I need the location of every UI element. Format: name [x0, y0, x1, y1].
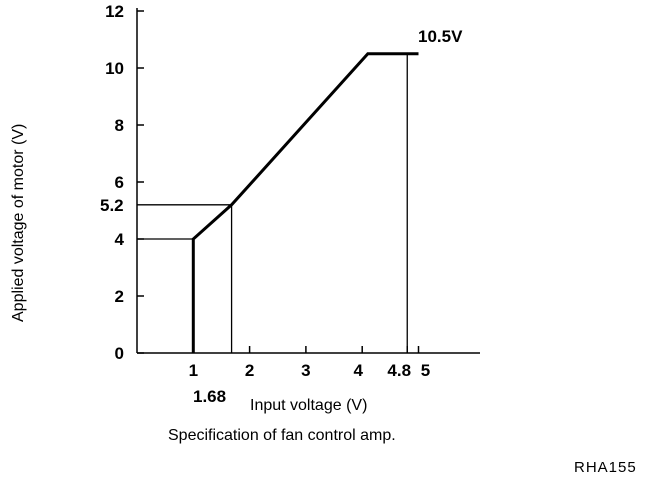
x-tick-label: 4.8: [387, 361, 411, 380]
x-axis-label: Input voltage (V): [250, 397, 367, 414]
axes: [136, 8, 480, 354]
annotation-1-68: 1.68: [193, 387, 226, 406]
y-tick-label: 2: [115, 287, 124, 306]
series: [191, 52, 419, 353]
figure-code: RHA155: [574, 459, 637, 476]
y-tick-label: 4: [115, 230, 125, 249]
y-axis-label: Applied voltage of motor (V): [10, 124, 27, 322]
y-tick-label: 6: [115, 173, 124, 192]
y-tick-label: 0: [115, 344, 124, 363]
x-tick-label: 5: [421, 361, 430, 380]
annotation-5-2: 5.2: [100, 196, 124, 215]
x-tick-label: 4: [353, 361, 363, 380]
x-tick-label: 1: [189, 361, 198, 380]
reference-lines: [137, 53, 408, 353]
y-tick-label: 8: [115, 116, 124, 135]
x-tick-label: 2: [245, 361, 254, 380]
figure-caption: Specification of fan control amp.: [168, 427, 396, 444]
x-tick-label: 3: [301, 361, 310, 380]
series-line: [191, 52, 419, 353]
y-tick-label: 10: [105, 59, 124, 78]
y-tick-label: 12: [105, 2, 124, 21]
annotation-max-voltage: 10.5V: [418, 27, 463, 46]
